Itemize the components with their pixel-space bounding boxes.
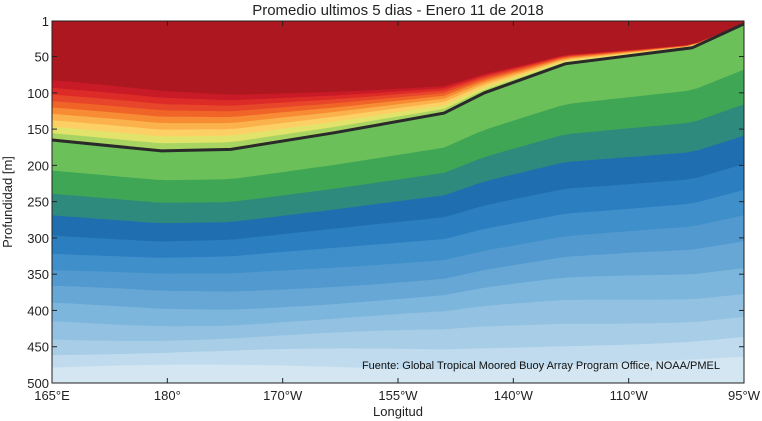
- source-note: Fuente: Global Tropical Moored Buoy Arra…: [362, 360, 720, 372]
- chart-title: Promedio ultimos 5 dias - Enero 11 de 20…: [252, 2, 544, 19]
- x-tick-label: 165°E: [34, 388, 70, 403]
- x-axis-title: Longitud: [373, 404, 423, 419]
- y-tick-label: 200: [27, 158, 49, 173]
- y-tick-label: 100: [27, 86, 49, 101]
- y-axis-title: Profundidad [m]: [0, 156, 15, 248]
- y-tick-label: 250: [27, 195, 49, 210]
- x-tick-label: 155°W: [378, 388, 418, 403]
- y-tick-label: 150: [27, 122, 49, 137]
- y-tick-label: 350: [27, 267, 49, 282]
- x-tick-label: 110°W: [610, 388, 649, 403]
- y-tick-label: 500: [27, 376, 49, 391]
- y-tick-label: 1: [42, 14, 49, 29]
- x-tick-label: 140°W: [494, 388, 534, 403]
- y-tick-label: 400: [27, 303, 49, 318]
- thermocline-line: [51, 22, 745, 153]
- y-tick-label: 450: [27, 340, 49, 355]
- y-tick-label: 300: [27, 231, 49, 246]
- x-tick-label: 170°W: [263, 388, 303, 403]
- axis-ticks: [51, 20, 745, 384]
- y-tick-label: 50: [35, 50, 49, 65]
- x-tick-label: 95°W: [728, 388, 761, 403]
- x-axis-tick-labels: 165°E 180° 170°W 155°W 140°W 110°W 95°W: [34, 388, 760, 403]
- contour-plot: [51, 20, 745, 384]
- x-tick-label: 180°: [154, 388, 181, 403]
